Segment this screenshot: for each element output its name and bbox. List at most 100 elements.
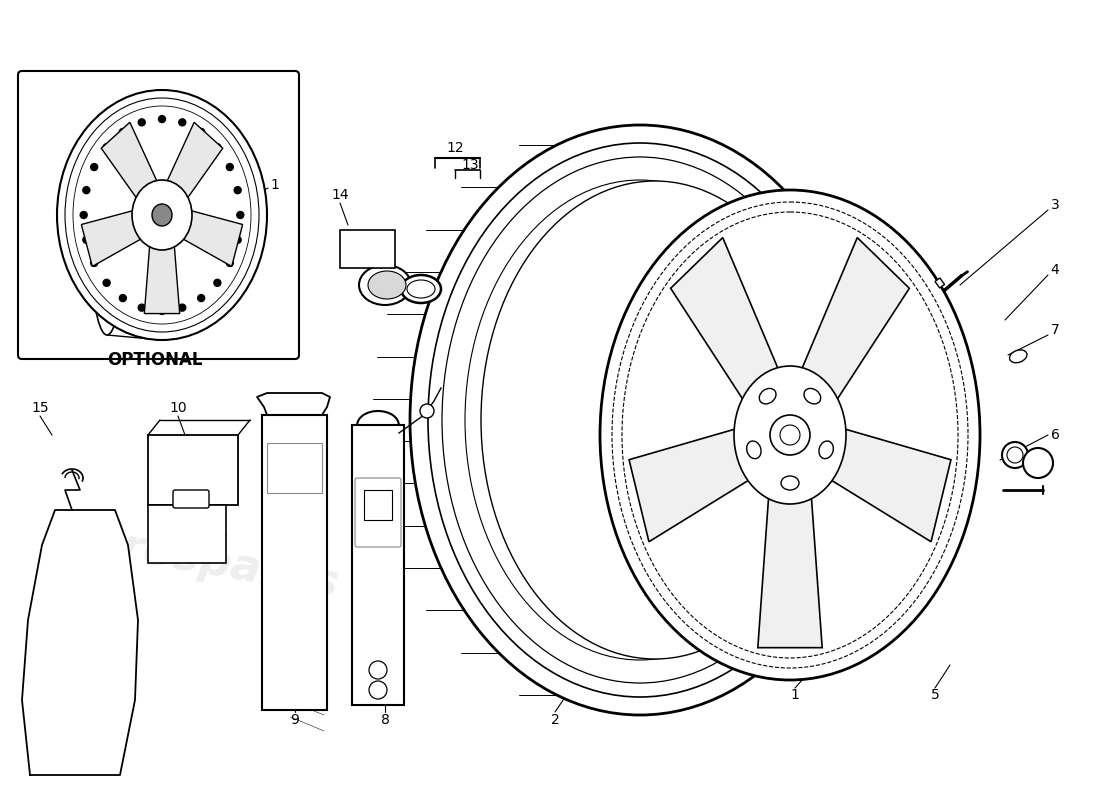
Circle shape — [227, 163, 233, 170]
FancyBboxPatch shape — [340, 230, 395, 268]
Text: R: R — [371, 498, 385, 517]
Ellipse shape — [600, 190, 980, 680]
Circle shape — [82, 186, 90, 194]
Ellipse shape — [781, 476, 799, 490]
Circle shape — [103, 144, 110, 150]
Circle shape — [82, 236, 90, 243]
Circle shape — [90, 259, 98, 266]
Ellipse shape — [65, 98, 258, 332]
Text: FERRARI: FERRARI — [350, 239, 384, 245]
Circle shape — [119, 294, 126, 302]
Circle shape — [234, 236, 241, 243]
Bar — [352, 425, 404, 705]
Text: 2: 2 — [551, 713, 560, 727]
Circle shape — [1002, 442, 1028, 468]
Ellipse shape — [747, 441, 761, 458]
Ellipse shape — [465, 180, 815, 660]
Polygon shape — [81, 210, 145, 266]
Ellipse shape — [359, 265, 411, 305]
Text: 6: 6 — [1050, 428, 1059, 442]
Text: 8: 8 — [381, 713, 389, 727]
Text: 11: 11 — [671, 141, 689, 155]
Bar — [148, 505, 225, 563]
Text: 12: 12 — [447, 141, 464, 155]
Ellipse shape — [152, 204, 172, 226]
Ellipse shape — [612, 202, 968, 668]
Ellipse shape — [410, 125, 870, 715]
Ellipse shape — [481, 181, 829, 659]
Circle shape — [179, 119, 186, 126]
Circle shape — [103, 279, 110, 286]
Text: 1: 1 — [271, 178, 279, 192]
FancyBboxPatch shape — [18, 71, 299, 359]
Ellipse shape — [818, 441, 834, 458]
Ellipse shape — [57, 90, 267, 340]
Circle shape — [158, 115, 165, 122]
Circle shape — [119, 129, 126, 135]
Text: 4: 4 — [1050, 263, 1059, 277]
Text: eurospares: eurospares — [57, 514, 342, 606]
Bar — [148, 435, 238, 505]
Polygon shape — [144, 242, 179, 314]
Text: 13: 13 — [461, 158, 478, 172]
Text: 14: 14 — [331, 188, 349, 202]
Circle shape — [139, 304, 145, 311]
Circle shape — [227, 259, 233, 266]
Polygon shape — [758, 494, 822, 648]
Bar — [262, 415, 327, 710]
Circle shape — [420, 404, 434, 418]
Text: 15: 15 — [31, 401, 48, 415]
Ellipse shape — [442, 157, 838, 683]
Circle shape — [80, 211, 87, 218]
Circle shape — [179, 304, 186, 311]
Circle shape — [234, 186, 241, 194]
Ellipse shape — [759, 389, 775, 404]
Polygon shape — [629, 428, 751, 542]
Text: 1: 1 — [791, 688, 800, 702]
Ellipse shape — [132, 180, 192, 250]
Text: 3: 3 — [1050, 198, 1059, 212]
Circle shape — [1006, 447, 1023, 463]
Polygon shape — [165, 122, 223, 202]
Text: OPTIONAL: OPTIONAL — [108, 351, 202, 369]
Ellipse shape — [89, 111, 125, 335]
Bar — [935, 278, 945, 288]
Circle shape — [198, 294, 205, 302]
Text: 10: 10 — [169, 401, 187, 415]
FancyBboxPatch shape — [173, 490, 209, 508]
Polygon shape — [801, 238, 910, 402]
Ellipse shape — [73, 106, 251, 324]
Circle shape — [770, 415, 810, 455]
Circle shape — [368, 661, 387, 679]
Ellipse shape — [402, 275, 441, 303]
Polygon shape — [671, 238, 779, 402]
Polygon shape — [101, 122, 158, 202]
Ellipse shape — [734, 366, 846, 504]
Circle shape — [1023, 448, 1053, 478]
Polygon shape — [179, 210, 243, 266]
Circle shape — [90, 163, 98, 170]
FancyBboxPatch shape — [355, 478, 402, 547]
Circle shape — [236, 211, 244, 218]
Ellipse shape — [804, 389, 821, 404]
Polygon shape — [828, 428, 950, 542]
Circle shape — [158, 307, 165, 314]
Text: f: f — [1035, 456, 1041, 470]
Circle shape — [780, 425, 800, 445]
Ellipse shape — [407, 280, 434, 298]
Circle shape — [198, 129, 205, 135]
Bar — [267, 443, 322, 493]
Circle shape — [213, 279, 221, 286]
Ellipse shape — [1010, 350, 1027, 362]
Circle shape — [139, 119, 145, 126]
Ellipse shape — [621, 212, 958, 658]
Bar — [364, 490, 392, 520]
Polygon shape — [22, 510, 138, 775]
Text: 5: 5 — [931, 688, 939, 702]
Ellipse shape — [428, 143, 852, 697]
Text: eurospares: eurospares — [425, 327, 815, 453]
Text: 7: 7 — [1050, 323, 1059, 337]
Circle shape — [213, 144, 221, 150]
Circle shape — [368, 681, 387, 699]
Text: 9: 9 — [290, 713, 299, 727]
